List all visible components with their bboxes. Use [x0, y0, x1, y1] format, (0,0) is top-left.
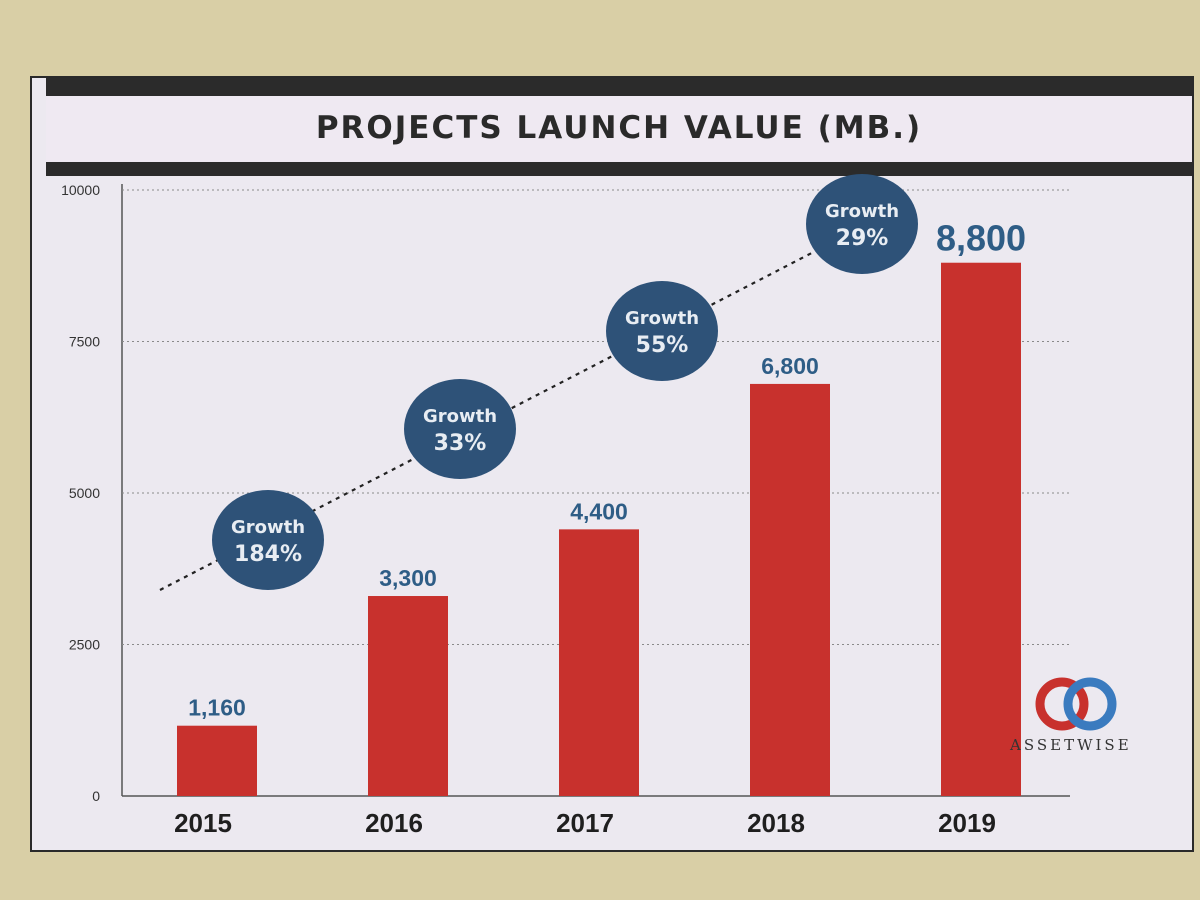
growth-bubble: [212, 490, 324, 590]
bar: [559, 529, 639, 796]
x-tick-label: 2018: [747, 808, 805, 838]
bar: [368, 596, 448, 796]
top-bar: [46, 78, 1192, 96]
bar: [941, 262, 1021, 797]
growth-bubble-label: Growth: [423, 406, 497, 427]
title-band: PROJECTS LAUNCH VALUE (MB.): [46, 96, 1192, 176]
data-label: 6,800: [761, 353, 819, 379]
growth-bubble-label: Growth: [231, 517, 305, 538]
y-tick-label: 2500: [69, 637, 100, 653]
growth-bubble-value: 29%: [836, 226, 889, 251]
bar: [750, 383, 830, 796]
growth-bubble: [606, 281, 718, 381]
x-tick-label: 2017: [556, 808, 614, 838]
growth-bubble-value: 184%: [234, 542, 302, 567]
y-tick-label: 5000: [69, 485, 100, 501]
growth-bubble-label: Growth: [825, 201, 899, 222]
x-tick-label: 2015: [174, 808, 232, 838]
y-tick-label: 7500: [69, 334, 100, 350]
growth-bubble-value: 55%: [636, 333, 689, 358]
assetwise-logo-icon: [1035, 677, 1117, 731]
chart-title: PROJECTS LAUNCH VALUE (MB.): [315, 110, 923, 146]
x-tick-label: 2019: [938, 808, 996, 838]
bar: [177, 725, 257, 796]
growth-bubble: [404, 379, 516, 479]
brand-name: ASSETWISE: [1010, 736, 1132, 754]
y-tick-label: 10000: [61, 182, 100, 198]
growth-bubble-value: 33%: [434, 431, 487, 456]
growth-bubble-label: Growth: [625, 308, 699, 329]
y-tick-label: 0: [92, 788, 100, 804]
data-label: 4,400: [570, 498, 628, 524]
data-label: 1,160: [188, 695, 246, 721]
growth-bubble: [806, 174, 918, 274]
data-label: 8,800: [936, 218, 1026, 259]
x-tick-label: 2016: [365, 808, 423, 838]
data-label: 3,300: [379, 565, 437, 591]
